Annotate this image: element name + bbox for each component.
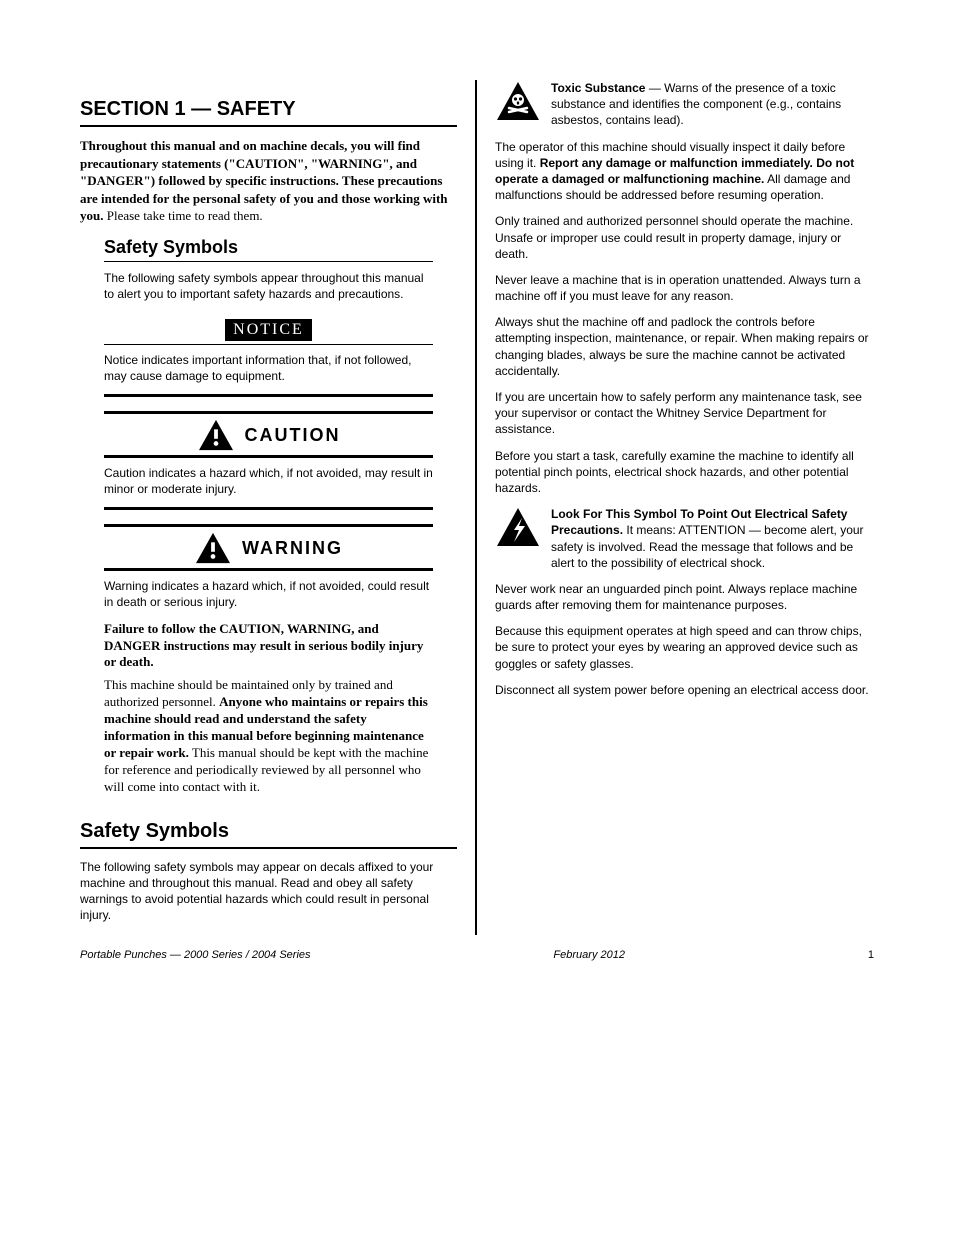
- right-para-2: Only trained and authorized personnel sh…: [495, 213, 874, 262]
- safety-symbols-heading: Safety Symbols: [104, 237, 433, 262]
- warning-tail2: This machine should be maintained only b…: [104, 671, 433, 795]
- right-para-4: Always shut the machine off and padlock …: [495, 314, 874, 379]
- warning-label: WARNING: [242, 538, 343, 559]
- right-para-8: Because this equipment operates at high …: [495, 623, 874, 672]
- page-footer: Portable Punches — 2000 Series / 2004 Se…: [80, 949, 874, 961]
- electric-hazard-row: Look For This Symbol To Point Out Electr…: [495, 506, 874, 571]
- toxic-text: Toxic Substance — Warns of the presence …: [551, 80, 874, 129]
- caution-body: Caution indicates a hazard which, if not…: [104, 464, 433, 501]
- safety-symbols-text: The following safety symbols appear thro…: [104, 270, 433, 302]
- right-para-3: Never leave a machine that is in operati…: [495, 272, 874, 304]
- section-heading-safety: SECTION 1 — SAFETY: [80, 98, 457, 127]
- warning-triangle-icon: [194, 531, 232, 565]
- caution-triangle-icon: [197, 418, 235, 452]
- notice-body: Notice indicates important information t…: [104, 351, 433, 388]
- warning-tail: Failure to follow the CAUTION, WARNING, …: [104, 621, 423, 670]
- electric-shock-icon: [495, 506, 541, 548]
- skull-crossbones-icon: [495, 80, 541, 122]
- warning-block: WARNING Warning indicates a hazard which…: [104, 524, 433, 795]
- toxic-hazard-row: Toxic Substance — Warns of the presence …: [495, 80, 874, 129]
- footer-left: Portable Punches — 2000 Series / 2004 Se…: [80, 949, 311, 961]
- notice-label: NOTICE: [225, 319, 312, 341]
- right-para-6: Before you start a task, carefully exami…: [495, 448, 874, 497]
- footer-center: February 2012: [553, 949, 625, 961]
- caution-label: CAUTION: [245, 425, 341, 446]
- right-para-5: If you are uncertain how to safely perfo…: [495, 389, 874, 438]
- electric-text: Look For This Symbol To Point Out Electr…: [551, 506, 874, 571]
- warning-body: Warning indicates a hazard which, if not…: [104, 577, 433, 614]
- right-para-7: Never work near an unguarded pinch point…: [495, 581, 874, 613]
- caution-block: CAUTION Caution indicates a hazard which…: [104, 411, 433, 510]
- footer-page-number: 1: [868, 949, 874, 961]
- safety-symbols-heading-2: Safety Symbols: [80, 820, 457, 849]
- right-para-1: The operator of this machine should visu…: [495, 139, 874, 204]
- right-para-9: Disconnect all system power before openi…: [495, 682, 874, 698]
- intro-body: Please take time to read them.: [103, 208, 262, 223]
- safety-symbols-body-2: The following safety symbols may appear …: [80, 859, 457, 924]
- notice-block: NOTICE Notice indicates important inform…: [104, 316, 433, 397]
- intro-paragraph: Throughout this manual and on machine de…: [80, 137, 457, 225]
